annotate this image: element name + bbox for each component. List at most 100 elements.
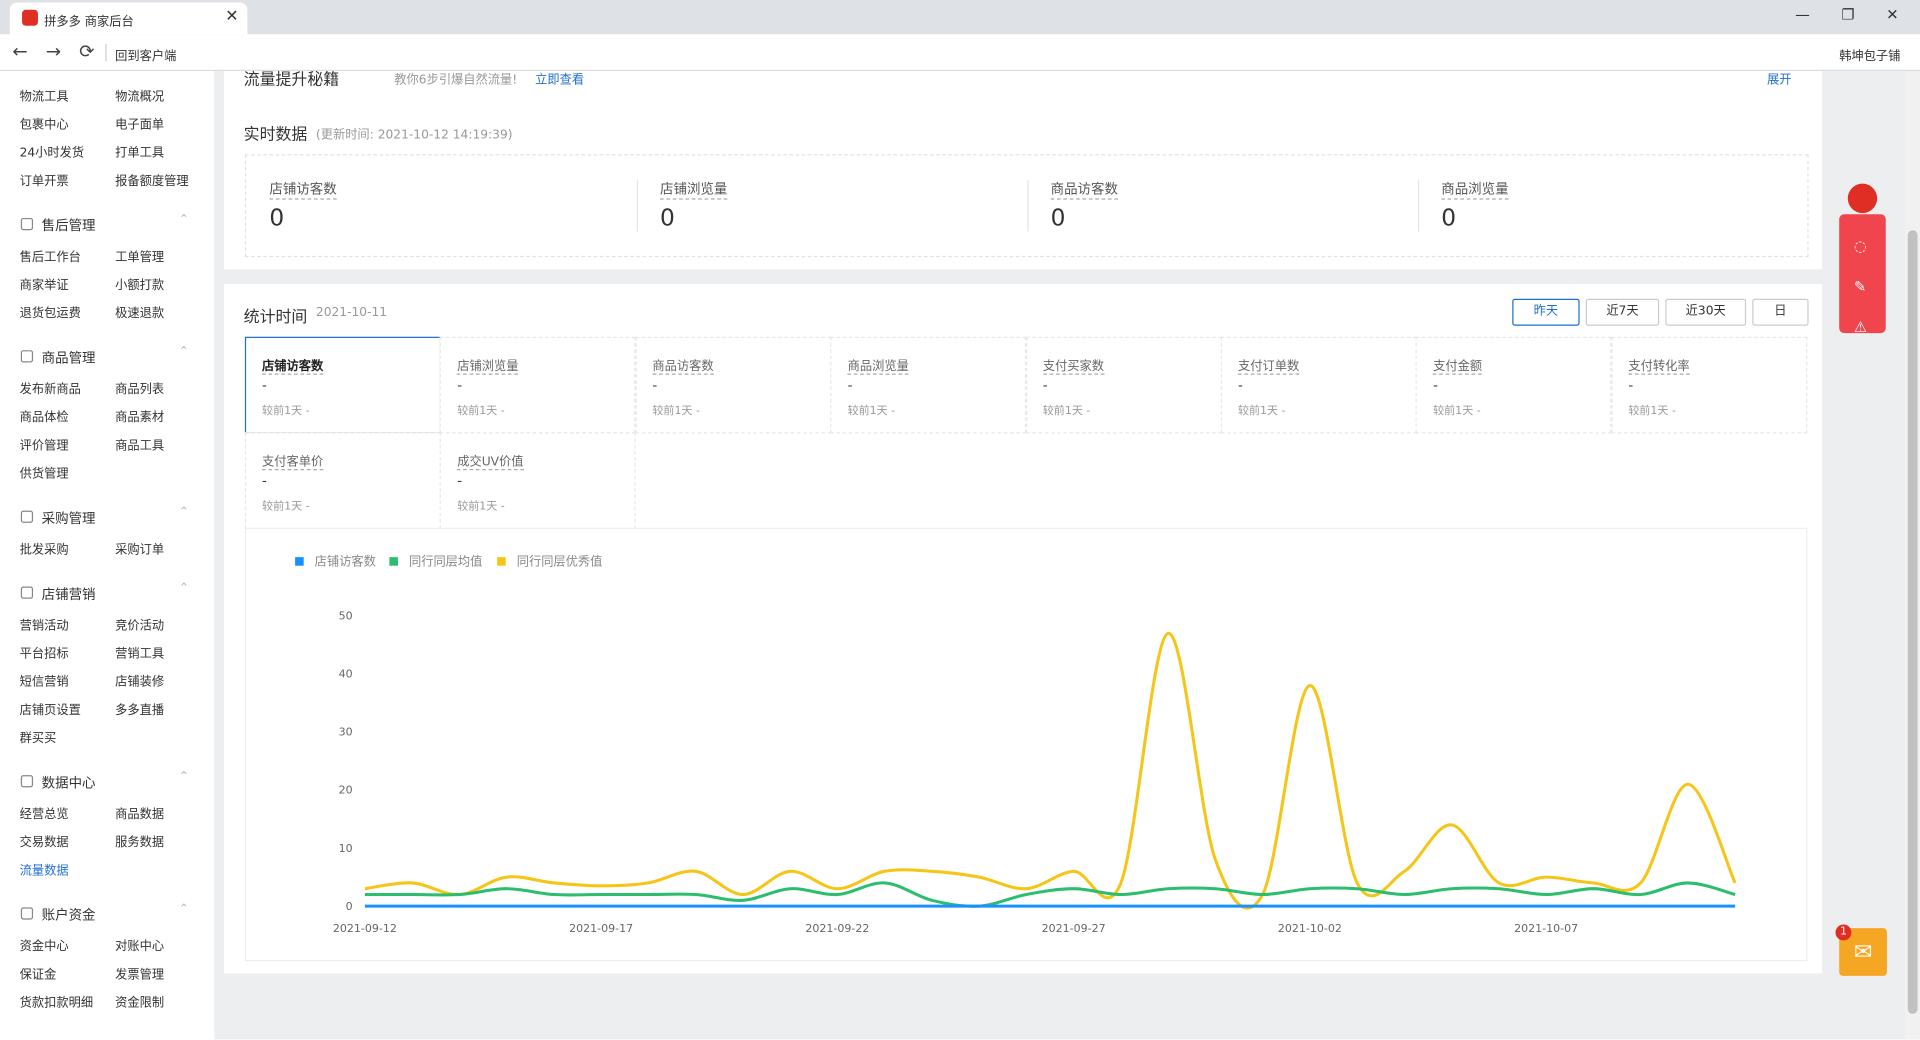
metric-value: - — [262, 377, 267, 393]
metric-compare: 较前1天 - — [262, 497, 310, 513]
banner-title: 流量提升秘籍 — [244, 66, 340, 89]
sidebar-item[interactable]: 电子面单 — [115, 114, 164, 132]
sidebar-item[interactable]: 报备额度管理 — [115, 170, 188, 188]
group-title[interactable]: 账户资金 — [42, 905, 96, 925]
sidebar-item[interactable]: 短信营销 — [20, 671, 69, 689]
sidebar-item[interactable]: 保证金 — [20, 964, 57, 982]
tool-icons[interactable]: ◌✎⚠ — [1854, 227, 1867, 348]
sidebar-item[interactable]: 打单工具 — [115, 142, 164, 160]
metric-label: 商品浏览量 — [848, 355, 909, 375]
metric-label: 支付订单数 — [1238, 355, 1299, 375]
sidebar-item[interactable]: 批发采购 — [20, 539, 69, 557]
group-title[interactable]: 采购管理 — [42, 508, 96, 528]
sidebar-item[interactable]: 经营总览 — [20, 803, 69, 821]
y-tick-label: 40 — [339, 668, 353, 681]
range-button[interactable]: 昨天 — [1512, 299, 1579, 326]
range-button[interactable]: 近7天 — [1586, 299, 1659, 326]
metric-card[interactable]: 支付转化率-较前1天 - — [1611, 337, 1807, 434]
sidebar-item[interactable]: 流量数据 — [20, 860, 69, 878]
card-value: 0 — [269, 204, 284, 231]
sidebar-item[interactable]: 物流工具 — [20, 86, 69, 104]
group-title[interactable]: 售后管理 — [42, 216, 96, 236]
sidebar-item[interactable]: 竞价活动 — [115, 615, 164, 633]
sidebar-item[interactable]: 24小时发货 — [20, 142, 85, 160]
sidebar-item[interactable]: 评价管理 — [20, 435, 69, 453]
range-button[interactable]: 日 — [1752, 299, 1808, 326]
sidebar-item[interactable]: 小额打款 — [115, 274, 164, 292]
group-title[interactable]: 商品管理 — [42, 348, 96, 368]
group-icon — [21, 907, 33, 919]
sidebar-item[interactable]: 包裹中心 — [20, 114, 69, 132]
sidebar-item[interactable]: 发布新商品 — [20, 378, 81, 396]
mascot[interactable] — [1848, 184, 1877, 213]
metric-card[interactable]: 店铺浏览量-较前1天 - — [440, 337, 636, 434]
metric-card[interactable]: 支付金额-较前1天 - — [1416, 337, 1612, 434]
tab[interactable]: 拼多多 商家后台 ✕ — [10, 2, 248, 34]
float-tools[interactable]: ◌✎⚠ — [1839, 214, 1886, 333]
update-time: (更新时间: 2021-10-12 14:19:39) — [316, 124, 513, 142]
scroll-thumb[interactable] — [1908, 230, 1918, 1014]
banner-link[interactable]: 立即查看 — [535, 69, 584, 87]
sidebar-item[interactable]: 群买买 — [20, 727, 57, 745]
sidebar-item[interactable]: 商家举证 — [20, 274, 69, 292]
metric-card[interactable]: 商品浏览量-较前1天 - — [830, 337, 1026, 434]
sidebar-item[interactable]: 售后工作台 — [20, 246, 81, 264]
sidebar-item[interactable]: 平台招标 — [20, 643, 69, 661]
sidebar-item[interactable]: 服务数据 — [115, 831, 164, 849]
sidebar-item[interactable]: 发票管理 — [115, 964, 164, 982]
sidebar-item[interactable]: 商品体检 — [20, 407, 69, 425]
sidebar-item[interactable]: 供货管理 — [20, 463, 69, 481]
sidebar-item[interactable]: 商品列表 — [115, 378, 164, 396]
sidebar-item[interactable]: 营销工具 — [115, 643, 164, 661]
metric-card[interactable]: 商品访客数-较前1天 - — [635, 337, 831, 434]
legend-label: 同行同层均值 — [409, 554, 482, 569]
range-button[interactable]: 近30天 — [1665, 299, 1746, 326]
metric-value: - — [1433, 377, 1438, 393]
sidebar-item[interactable]: 工单管理 — [115, 246, 164, 264]
back-to-client[interactable]: 回到客户端 — [115, 45, 176, 63]
shop-name[interactable]: 韩坤包子铺 — [1839, 45, 1900, 63]
y-tick-label: 20 — [339, 784, 353, 797]
sidebar-item[interactable]: 货款扣款明细 — [20, 992, 93, 1010]
series-line — [365, 633, 1735, 908]
tab-close[interactable]: ✕ — [225, 7, 238, 25]
sidebar-item[interactable]: 多多直播 — [115, 699, 164, 717]
metric-card[interactable]: 支付买家数-较前1天 - — [1026, 337, 1222, 434]
window-controls[interactable]: — ❐ ✕ — [1795, 6, 1898, 23]
sidebar-item[interactable]: 对账中心 — [115, 936, 164, 954]
banner-tip: 教你6步引爆自然流量! — [394, 69, 517, 87]
group-title[interactable]: 数据中心 — [42, 773, 96, 793]
sidebar-item[interactable]: 极速退款 — [115, 302, 164, 320]
sidebar-item[interactable]: 交易数据 — [20, 831, 69, 849]
group-icon — [21, 775, 33, 787]
stats-date: 2021-10-11 — [316, 306, 387, 319]
card-divider — [1418, 180, 1419, 231]
metric-value: - — [457, 473, 462, 489]
scrollbar[interactable] — [1905, 71, 1920, 1040]
sidebar-item[interactable]: 资金限制 — [115, 992, 164, 1010]
metric-value: - — [848, 377, 853, 393]
metric-card[interactable]: 店铺访客数-较前1天 - — [245, 337, 441, 434]
sidebar-item[interactable]: 商品数据 — [115, 803, 164, 821]
sidebar-item[interactable]: 店铺装修 — [115, 671, 164, 689]
sidebar-item[interactable]: 资金中心 — [20, 936, 69, 954]
sidebar-item[interactable]: 采购订单 — [115, 539, 164, 557]
metric-card[interactable]: 支付订单数-较前1天 - — [1221, 337, 1417, 434]
sidebar-item[interactable]: 退货包运费 — [20, 302, 81, 320]
sidebar-item[interactable]: 营销活动 — [20, 615, 69, 633]
nav-buttons[interactable]: ← → ⟳ — [12, 40, 94, 62]
sidebar-item[interactable]: 商品工具 — [115, 435, 164, 453]
legend-label: 同行同层优秀值 — [517, 554, 603, 569]
sidebar-item[interactable]: 店铺页设置 — [20, 699, 81, 717]
metric-compare: 较前1天 - — [1238, 402, 1286, 418]
metric-card[interactable]: 支付客单价-较前1天 - — [245, 432, 441, 529]
banner-expand[interactable]: 展开 — [1767, 69, 1791, 87]
y-tick-label: 50 — [339, 610, 353, 623]
sidebar-item[interactable]: 物流概况 — [115, 86, 164, 104]
sidebar-item[interactable]: 订单开票 — [20, 170, 69, 188]
sidebar-item[interactable]: 商品素材 — [115, 407, 164, 425]
favicon — [22, 10, 38, 26]
card-label: 店铺浏览量 — [660, 179, 727, 200]
group-title[interactable]: 店铺营销 — [42, 584, 96, 604]
metric-card[interactable]: 成交UV价值-较前1天 - — [440, 432, 636, 529]
